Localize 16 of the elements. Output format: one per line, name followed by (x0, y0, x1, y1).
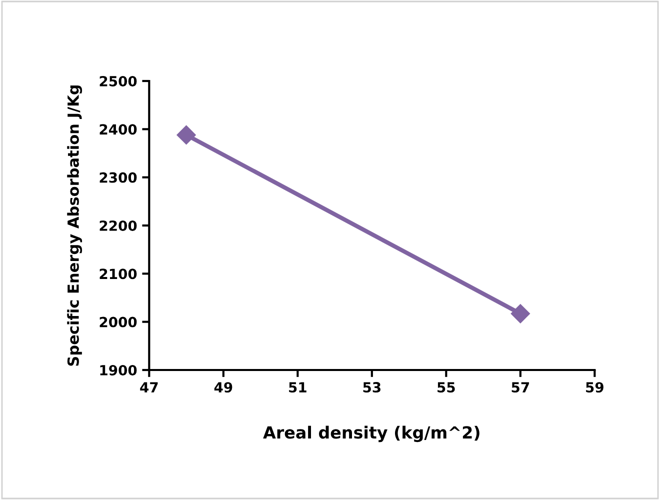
x-tick-label: 59 (586, 382, 604, 393)
y-tick-label: 2100 (100, 268, 137, 280)
y-tick-label: 2300 (100, 172, 137, 183)
y-tick-label: 2000 (100, 316, 137, 328)
x-axis-title: Areal density (kg/m^2) (263, 426, 480, 442)
x-tick-label: 57 (512, 382, 529, 393)
y-axis-title: Specific Energy Absorbation J/Kg (67, 85, 82, 366)
y-tick-label: 1900 (100, 364, 137, 376)
y-tick-label: 2500 (100, 76, 137, 86)
x-tick-label: 51 (289, 382, 306, 393)
x-tick-label: 53 (363, 382, 380, 393)
x-tick-label: 49 (214, 382, 232, 393)
y-tick-label: 2400 (100, 124, 137, 135)
y-tick-label: 2200 (100, 220, 137, 231)
x-tick-label: 55 (438, 382, 455, 393)
x-tick-label: 47 (140, 382, 158, 392)
